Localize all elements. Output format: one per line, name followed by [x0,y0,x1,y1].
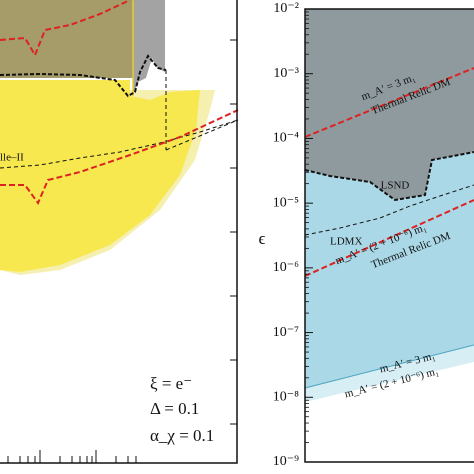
gray-region [305,9,474,200]
y-tick-label: 10⁻³ [273,66,299,81]
blue-region [305,152,474,388]
left-panel: lle–II ξ = e⁻ Δ = 0.1 α_χ = 0.1 [0,0,239,464]
lsnd-bound [304,151,474,202]
y-tick-label: 10⁻⁸ [273,390,299,405]
relic-dashed [0,109,239,206]
y-tick-label: 10⁻⁴ [273,131,299,146]
y-tick-label: 10⁻² [273,1,299,16]
annotation: LDMX [330,236,362,248]
frame [304,8,474,463]
ldmx-dashed [304,184,474,236]
relic-dashed [304,199,474,277]
annotation: lle–II [0,152,24,164]
y-tick-label: 10⁻⁹ [273,454,299,469]
frame [0,0,238,464]
blue-edge [304,344,474,389]
relic-dashed [0,0,131,58]
light-blue-band [305,345,474,402]
annotation: Δ = 0.1 [150,399,199,418]
y-tick-label: 10⁻⁷ [273,325,299,340]
right-panel: LSND LDMX m_A′ = 3 m₁ Thermal Relic DM m… [259,1,474,474]
annotation: ξ = e⁻ [150,374,192,393]
thin-dashed [165,70,239,151]
bound-dashed [0,54,167,98]
y-tick-label: 10⁻⁶ [273,260,299,275]
relic-dashed [304,67,474,138]
minor-ticks [7,39,237,463]
annotation: α_χ = 0.1 [150,426,214,445]
belle-dashed [0,119,239,169]
y-axis-label: ϵ [259,229,266,248]
annotation: LSND [381,180,410,192]
white-region [305,360,474,474]
olive-region [0,0,133,78]
y-tick-label: 10⁻⁵ [273,195,299,210]
yellow-region [0,80,200,272]
